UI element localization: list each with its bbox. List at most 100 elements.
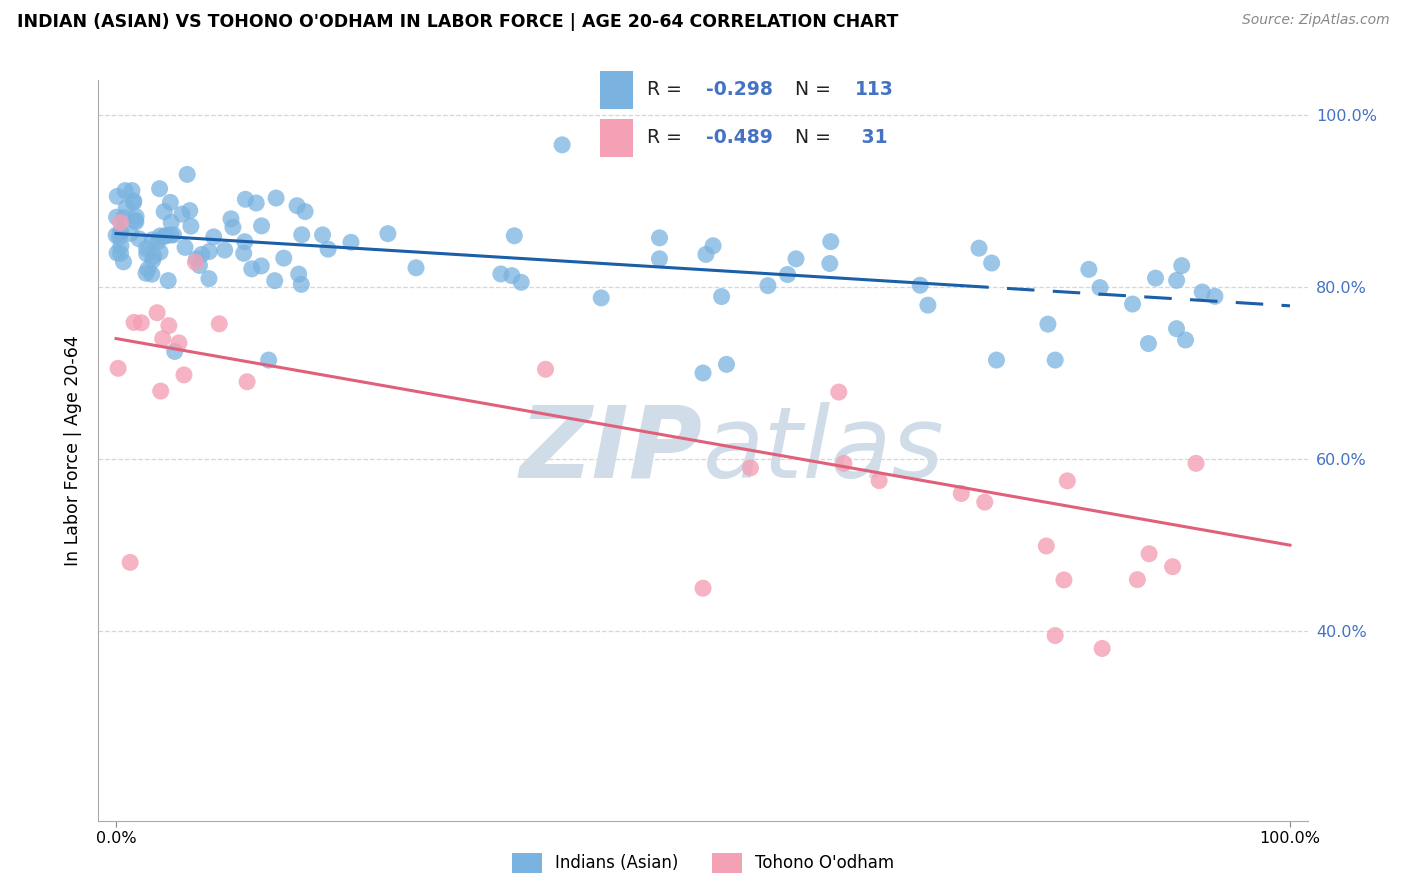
Point (340, 235, 363, 250)
Point (986, 353, 1008, 368)
Point (1056, 474, 1078, 488)
Point (135, 242, 157, 256)
Point (131, 316, 153, 330)
Point (405, 260, 427, 275)
Point (250, 259, 273, 273)
Point (110, 246, 132, 260)
Point (122, 315, 145, 329)
Text: N =: N = (796, 80, 837, 99)
Point (551, 137, 574, 152)
Point (503, 228, 526, 243)
Text: -0.298: -0.298 (706, 80, 773, 99)
Point (648, 252, 671, 266)
Point (121, 184, 143, 198)
Point (110, 225, 132, 239)
Point (157, 274, 180, 288)
Point (110, 226, 132, 240)
Point (591, 291, 613, 305)
Point (180, 219, 202, 234)
Point (868, 474, 890, 488)
Point (202, 230, 225, 244)
Point (1053, 573, 1076, 587)
Point (1166, 321, 1188, 335)
Point (184, 255, 207, 269)
Point (1137, 336, 1160, 351)
Point (114, 184, 136, 198)
Point (692, 366, 714, 380)
Point (190, 247, 212, 261)
Point (534, 362, 557, 376)
Point (1166, 273, 1188, 287)
Point (1191, 285, 1213, 299)
Point (159, 227, 181, 242)
Point (135, 247, 157, 261)
Point (1077, 262, 1099, 277)
Point (142, 253, 165, 268)
Point (233, 235, 256, 249)
Point (285, 199, 308, 213)
Point (198, 271, 221, 285)
Point (120, 555, 142, 569)
Point (1137, 547, 1160, 561)
Point (188, 259, 211, 273)
Point (648, 231, 671, 245)
Point (149, 228, 172, 243)
Point (785, 252, 807, 266)
Point (219, 211, 242, 226)
Point (710, 289, 733, 303)
Point (176, 168, 198, 182)
Point (152, 332, 174, 346)
Point (146, 306, 169, 320)
Point (136, 262, 159, 277)
Point (828, 385, 851, 400)
Point (1144, 271, 1167, 285)
Point (141, 267, 163, 281)
Point (110, 216, 132, 230)
Point (740, 461, 762, 475)
Point (186, 252, 208, 266)
Point (273, 251, 295, 265)
Point (110, 239, 132, 253)
Point (198, 244, 221, 259)
Point (776, 268, 799, 282)
Point (108, 230, 131, 244)
Point (135, 266, 157, 280)
Point (1091, 641, 1114, 656)
Point (287, 267, 309, 281)
Point (128, 232, 150, 246)
Point (179, 203, 201, 218)
Point (264, 191, 287, 205)
Point (1204, 289, 1226, 303)
Text: Source: ZipAtlas.com: Source: ZipAtlas.com (1241, 13, 1389, 28)
Point (174, 240, 197, 254)
Point (124, 213, 146, 227)
Point (1174, 333, 1197, 347)
Bar (600, 119, 634, 157)
Point (832, 456, 855, 470)
Point (149, 384, 172, 398)
Point (377, 227, 399, 241)
Point (122, 195, 145, 210)
Point (240, 261, 263, 276)
Point (510, 275, 533, 289)
Point (120, 227, 142, 241)
Point (756, 278, 779, 293)
Point (236, 375, 259, 389)
Point (112, 255, 135, 269)
Point (316, 242, 339, 256)
Point (716, 357, 738, 371)
Point (263, 274, 285, 288)
Point (149, 245, 172, 260)
Point (122, 194, 145, 208)
Point (170, 207, 193, 221)
Point (214, 243, 236, 257)
Point (257, 353, 280, 368)
Point (232, 246, 254, 260)
Point (159, 195, 181, 210)
Point (1126, 573, 1149, 587)
Point (141, 233, 163, 247)
Text: R =: R = (647, 128, 688, 147)
Text: R =: R = (647, 80, 688, 99)
Y-axis label: In Labor Force | Age 20-64: In Labor Force | Age 20-64 (65, 335, 83, 566)
Point (222, 220, 245, 235)
